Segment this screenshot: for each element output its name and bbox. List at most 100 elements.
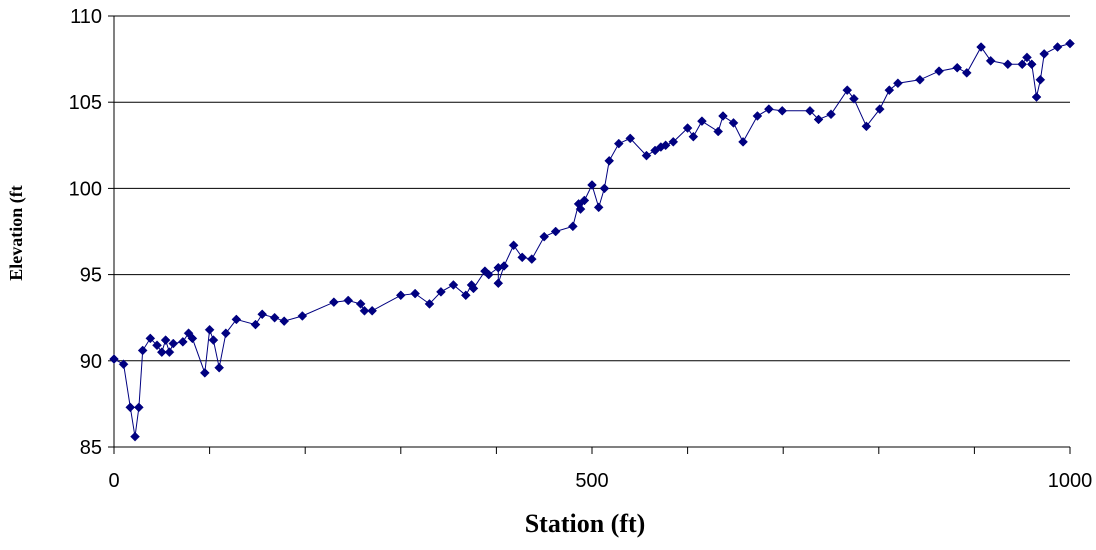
data-point bbox=[813, 114, 824, 125]
data-point bbox=[424, 299, 435, 309]
data-point bbox=[508, 240, 519, 251]
data-point bbox=[134, 402, 144, 413]
data-point bbox=[668, 136, 679, 147]
data-point bbox=[279, 316, 290, 327]
data-point bbox=[874, 104, 885, 114]
data-point bbox=[204, 324, 215, 335]
y-tick-labels: 85 90 95 100 105 110 bbox=[69, 6, 102, 459]
data-point bbox=[164, 347, 175, 358]
tick-marks bbox=[108, 15, 1071, 454]
data-point bbox=[367, 305, 377, 316]
data-point bbox=[587, 180, 597, 190]
series-layer bbox=[109, 38, 1075, 442]
y-tick-label: 85 bbox=[80, 437, 102, 459]
data-point bbox=[752, 111, 763, 121]
data-point bbox=[231, 314, 242, 325]
data-point bbox=[499, 261, 509, 271]
data-point bbox=[526, 254, 537, 264]
data-point bbox=[613, 138, 624, 149]
data-point bbox=[682, 123, 693, 133]
data-point bbox=[1022, 52, 1032, 63]
x-tick-label: 500 bbox=[575, 470, 608, 492]
data-point bbox=[884, 85, 895, 95]
data-point bbox=[436, 286, 446, 297]
data-point bbox=[861, 121, 872, 132]
data-point bbox=[985, 55, 996, 66]
data-point bbox=[934, 66, 944, 77]
data-point bbox=[575, 204, 586, 214]
data-point bbox=[688, 131, 699, 142]
data-point bbox=[343, 295, 354, 306]
y-tick-label: 100 bbox=[69, 178, 102, 200]
data-point bbox=[1017, 59, 1028, 70]
y-tick-label: 90 bbox=[80, 351, 102, 373]
data-point bbox=[220, 328, 231, 339]
data-point bbox=[568, 221, 578, 232]
data-point bbox=[738, 136, 748, 147]
data-point bbox=[604, 155, 615, 166]
data-point bbox=[145, 333, 156, 344]
data-point bbox=[208, 335, 219, 345]
data-point bbox=[250, 319, 261, 330]
data-point bbox=[448, 280, 459, 290]
data-point bbox=[297, 311, 308, 321]
x-tick-labels: 0 500 1000 bbox=[108, 470, 1092, 492]
data-point bbox=[961, 68, 972, 78]
data-point bbox=[599, 183, 610, 194]
y-tick-label: 105 bbox=[69, 92, 102, 114]
axes bbox=[113, 16, 1070, 448]
data-point bbox=[697, 116, 707, 127]
data-point bbox=[550, 226, 561, 237]
data-point bbox=[329, 297, 339, 308]
data-point bbox=[214, 362, 225, 373]
data-point bbox=[728, 118, 739, 128]
data-point bbox=[395, 290, 406, 301]
data-point bbox=[713, 126, 724, 137]
data-point bbox=[1052, 42, 1063, 52]
data-point bbox=[539, 231, 550, 242]
data-point bbox=[359, 305, 370, 316]
data-point bbox=[130, 431, 140, 442]
data-point bbox=[168, 338, 179, 349]
y-axis-title: Elevation (ft bbox=[6, 185, 27, 280]
y-tick-label: 110 bbox=[70, 6, 102, 28]
x-axis-title: Station (ft) bbox=[525, 509, 646, 538]
data-point bbox=[579, 195, 590, 206]
data-point bbox=[517, 252, 528, 263]
data-point bbox=[269, 312, 280, 323]
data-point bbox=[137, 345, 148, 356]
data-point bbox=[1035, 74, 1046, 85]
grid-lines bbox=[114, 15, 1070, 448]
data-point bbox=[893, 78, 903, 89]
data-point bbox=[826, 109, 836, 120]
data-point bbox=[718, 111, 728, 121]
data-point bbox=[1031, 92, 1042, 102]
data-point bbox=[976, 42, 986, 52]
data-point bbox=[660, 140, 671, 151]
y-tick-label: 95 bbox=[80, 265, 102, 287]
data-point bbox=[915, 74, 925, 85]
x-tick-label: 1000 bbox=[1048, 470, 1093, 492]
data-point bbox=[118, 359, 129, 370]
data-point bbox=[1039, 49, 1050, 59]
data-point bbox=[187, 333, 198, 344]
data-point bbox=[641, 150, 652, 161]
data-point bbox=[109, 354, 119, 364]
data-point bbox=[1003, 59, 1013, 70]
data-point bbox=[460, 290, 471, 301]
data-point bbox=[777, 105, 788, 116]
data-point bbox=[842, 85, 853, 95]
data-point bbox=[764, 104, 774, 114]
data-point bbox=[593, 202, 604, 213]
data-point bbox=[199, 368, 210, 378]
data-point bbox=[257, 309, 268, 320]
data-point bbox=[625, 133, 636, 144]
data-point bbox=[468, 283, 479, 294]
x-tick-label: 0 bbox=[108, 470, 119, 492]
data-point bbox=[1026, 59, 1037, 70]
data-point bbox=[849, 93, 859, 104]
data-point bbox=[152, 340, 162, 351]
data-point bbox=[805, 105, 815, 116]
data-point bbox=[156, 347, 167, 358]
